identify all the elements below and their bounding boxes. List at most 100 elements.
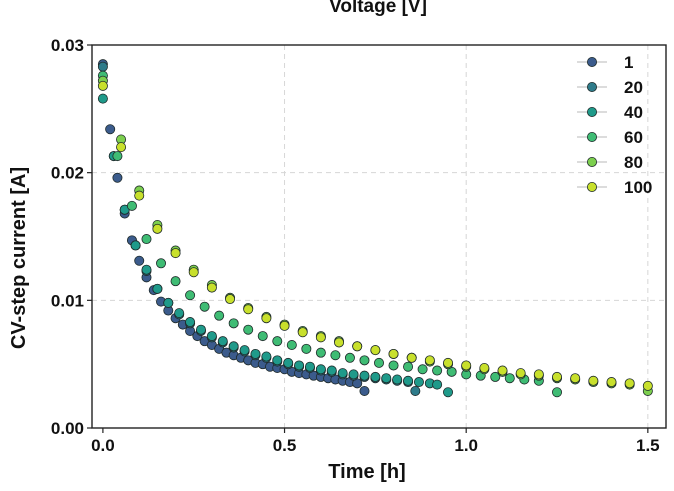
y-tick-label: 0.03 bbox=[51, 36, 84, 55]
data-point bbox=[388, 360, 399, 371]
data-point bbox=[443, 387, 454, 398]
data-point bbox=[257, 331, 268, 342]
data-point bbox=[286, 340, 297, 351]
legend-marker bbox=[587, 107, 598, 118]
data-point bbox=[424, 355, 435, 366]
data-point bbox=[163, 297, 174, 308]
legend-label: 20 bbox=[624, 78, 643, 97]
data-point bbox=[195, 324, 206, 335]
data-point bbox=[112, 172, 123, 183]
data-point bbox=[156, 258, 167, 269]
data-point bbox=[490, 371, 501, 382]
legend-label: 60 bbox=[624, 128, 643, 147]
y-tick-label: 0.00 bbox=[51, 419, 84, 438]
series-40 bbox=[97, 93, 454, 398]
legend-label: 80 bbox=[624, 153, 643, 172]
data-point bbox=[185, 290, 196, 301]
data-point bbox=[334, 337, 345, 348]
data-point bbox=[188, 267, 199, 278]
data-point bbox=[141, 234, 152, 245]
data-point bbox=[297, 327, 308, 338]
series-20 bbox=[97, 61, 421, 396]
data-point bbox=[642, 380, 653, 391]
data-point bbox=[388, 348, 399, 359]
data-point bbox=[406, 352, 417, 363]
data-point bbox=[105, 124, 116, 135]
data-point bbox=[330, 350, 341, 361]
legend-label: 100 bbox=[624, 178, 652, 197]
data-point bbox=[304, 361, 315, 372]
data-point bbox=[130, 240, 141, 251]
data-point bbox=[588, 375, 599, 386]
data-point bbox=[261, 351, 272, 362]
data-point bbox=[432, 365, 443, 376]
y-tick-label: 0.02 bbox=[51, 164, 84, 183]
data-point bbox=[315, 332, 326, 343]
data-point bbox=[403, 361, 414, 372]
data-point bbox=[170, 248, 181, 259]
data-point bbox=[624, 378, 635, 389]
data-point bbox=[228, 318, 239, 329]
legend-marker bbox=[587, 131, 598, 142]
data-point bbox=[533, 369, 544, 380]
data-point bbox=[228, 341, 239, 352]
data-point bbox=[152, 223, 163, 234]
data-point bbox=[443, 357, 454, 368]
x-tick-label: 1.0 bbox=[454, 436, 478, 455]
plot-frame bbox=[91, 44, 667, 429]
data-point bbox=[250, 348, 261, 359]
legend-marker bbox=[587, 181, 598, 192]
data-point bbox=[417, 364, 428, 375]
data-point bbox=[217, 336, 228, 347]
data-point bbox=[97, 61, 108, 72]
series-60 bbox=[97, 70, 563, 398]
data-point bbox=[552, 387, 563, 398]
data-point bbox=[97, 93, 108, 104]
data-point bbox=[97, 80, 108, 91]
data-point bbox=[352, 341, 363, 352]
y-tick-label: 0.01 bbox=[51, 291, 84, 310]
data-point bbox=[315, 347, 326, 358]
data-point bbox=[112, 151, 123, 162]
data-point bbox=[497, 365, 508, 376]
x-tick-label: 0.5 bbox=[273, 436, 297, 455]
data-point bbox=[348, 369, 359, 380]
legend-label: 40 bbox=[624, 103, 643, 122]
x-tick-label: 1.5 bbox=[636, 436, 660, 455]
data-point bbox=[359, 385, 370, 396]
grid bbox=[92, 45, 666, 428]
data-point bbox=[141, 264, 152, 275]
chart-title: Voltage [V] bbox=[329, 0, 427, 17]
x-axis-label: Time [h] bbox=[328, 461, 405, 483]
data-point bbox=[243, 324, 254, 335]
data-point bbox=[134, 190, 145, 201]
data-point bbox=[283, 357, 294, 368]
legend-marker bbox=[587, 82, 598, 93]
data-point bbox=[606, 377, 617, 388]
data-point bbox=[403, 375, 414, 386]
data-point bbox=[570, 373, 581, 384]
data-point bbox=[479, 362, 490, 373]
data-point bbox=[359, 370, 370, 381]
legend: 1 20 40 60 80 100 bbox=[577, 53, 652, 197]
data-points bbox=[97, 59, 653, 398]
data-point bbox=[301, 343, 312, 354]
data-point bbox=[126, 200, 137, 211]
data-point bbox=[337, 368, 348, 379]
data-point bbox=[461, 360, 472, 371]
x-tick-label: 0.0 bbox=[91, 436, 115, 455]
data-point bbox=[214, 310, 225, 321]
data-point bbox=[206, 331, 217, 342]
data-point bbox=[243, 304, 254, 315]
data-point bbox=[504, 373, 515, 384]
data-point bbox=[326, 365, 337, 376]
legend-label: 1 bbox=[624, 53, 633, 72]
data-point bbox=[152, 283, 163, 294]
data-point bbox=[279, 320, 290, 331]
data-point bbox=[370, 371, 381, 382]
data-point bbox=[315, 364, 326, 375]
legend-marker bbox=[587, 156, 598, 167]
data-point bbox=[515, 368, 526, 379]
data-point bbox=[261, 313, 272, 324]
